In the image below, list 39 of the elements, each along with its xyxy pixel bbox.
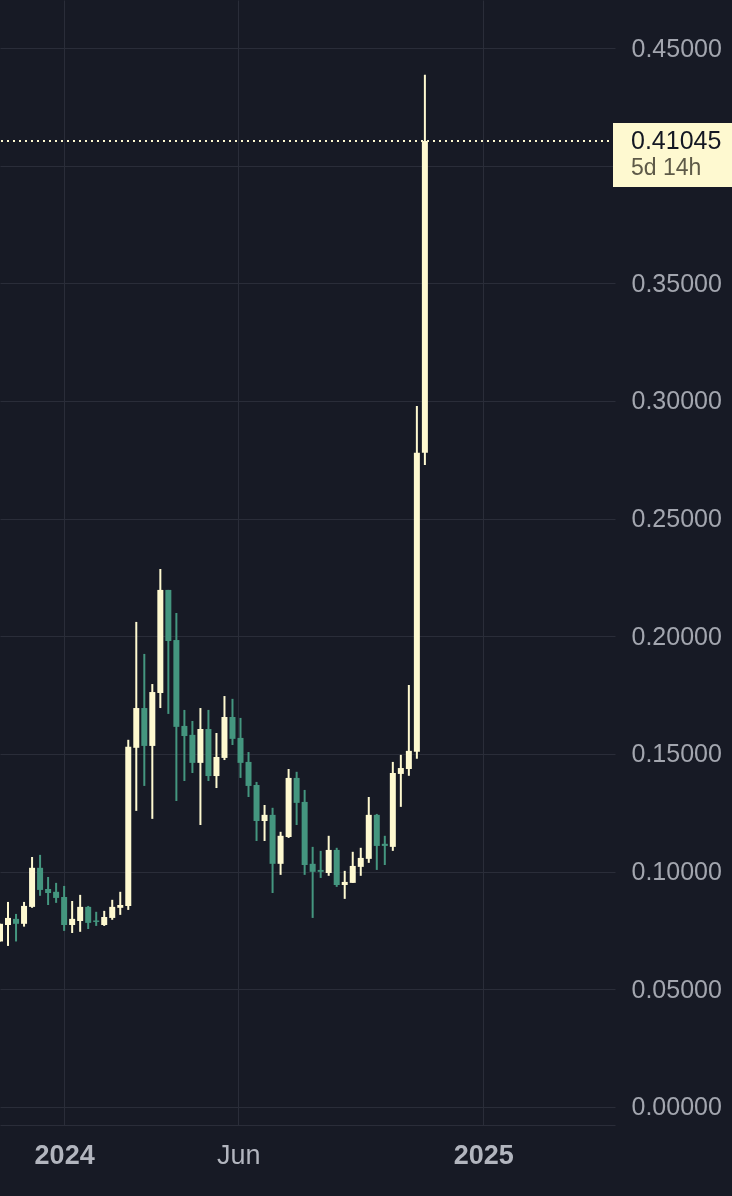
candlestick <box>77 893 84 933</box>
candlestick <box>69 899 76 934</box>
y-tick-label: 0.30000 <box>631 386 722 415</box>
candlestick <box>261 803 268 842</box>
candlestick <box>181 708 188 782</box>
candlestick <box>5 900 12 947</box>
y-tick-label: 0.00000 <box>631 1092 722 1121</box>
candlestick <box>309 845 316 919</box>
x-tick-label: Jun <box>216 1139 261 1170</box>
candlestick <box>53 881 60 904</box>
candlestick <box>325 834 332 877</box>
y-tick-label: 0.35000 <box>631 268 722 297</box>
y-tick-label: 0.45000 <box>631 33 722 62</box>
candlestick <box>341 869 348 900</box>
candlestick <box>357 846 364 877</box>
candlestick <box>213 731 220 790</box>
y-tick-label: 0.15000 <box>631 739 722 768</box>
candlestick <box>109 898 116 921</box>
y-tick-label: 0.10000 <box>631 857 722 886</box>
candlestick <box>45 875 52 906</box>
candlestick <box>245 751 252 798</box>
x-tick-label: 2024 <box>34 1139 95 1170</box>
candlestick <box>37 853 44 897</box>
y-tick-label: 0.20000 <box>631 621 722 650</box>
candlestick <box>397 753 404 808</box>
y-tick-label: 0.25000 <box>631 504 722 533</box>
ref-line-label: 0.41045 <box>631 126 722 155</box>
y-tick-label: 0.05000 <box>631 974 722 1003</box>
candlestick <box>85 904 92 930</box>
candlestick <box>229 697 236 746</box>
candlestick <box>349 850 356 884</box>
candlestick <box>21 900 28 928</box>
candlestick <box>405 683 412 777</box>
text: 5d 14h <box>631 154 702 181</box>
candlestick <box>117 890 124 916</box>
candlestick <box>381 834 388 866</box>
candlestick <box>317 849 324 879</box>
x-tick-label: 2025 <box>453 1139 514 1170</box>
candlestick <box>13 912 20 943</box>
